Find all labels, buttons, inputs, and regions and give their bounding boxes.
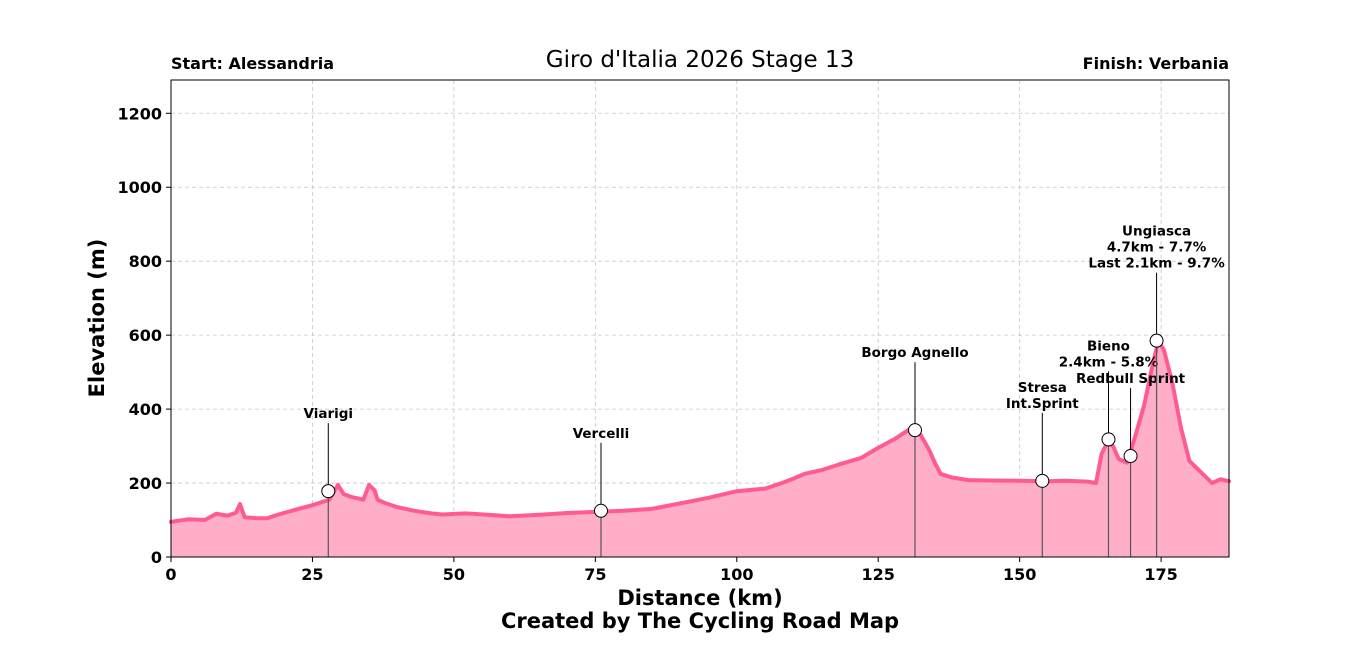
plot-frame	[170, 79, 1230, 558]
annotation-marker	[321, 484, 336, 499]
annotation-label: Stresa	[1018, 380, 1067, 396]
annotation-label: 2.4km - 5.8%	[1059, 354, 1159, 370]
annotation-marker	[593, 503, 608, 518]
profile-fill	[171, 341, 1229, 557]
x-tick-label: 150	[1003, 565, 1036, 584]
annotation-label: Int.Sprint	[1006, 396, 1079, 412]
axis-ticks: 0 25 50 75 100 125 150 175 0 200 400 600 800 1000 1200	[117, 104, 1177, 584]
annotation-marker	[1149, 333, 1164, 348]
annotation-marker	[1035, 473, 1050, 488]
annotation-label: Last 2.1km - 9.7%	[1088, 256, 1225, 272]
annotations: Viarigi Vercelli Borgo Agnello StresaInt.Sp…	[304, 224, 1225, 557]
y-tick-label: 400	[129, 400, 162, 419]
annotation-label: Ungiasca	[1122, 224, 1191, 240]
y-tick-label: 0	[151, 548, 162, 567]
x-tick-label: 125	[862, 565, 895, 584]
x-tick-label: 25	[301, 565, 323, 584]
annotation-label: Redbull Sprint	[1076, 371, 1186, 387]
annotation-label: 4.7km - 7.7%	[1107, 240, 1207, 256]
finish-label: Finish: Verbania	[1082, 54, 1229, 73]
y-tick-label: 200	[129, 474, 162, 493]
x-tick-label: 50	[443, 565, 465, 584]
annotation-label: Borgo Agnello	[861, 345, 968, 361]
y-tick-label: 800	[129, 252, 162, 271]
profile-area	[169, 339, 1231, 557]
x-tick-label: 0	[165, 565, 176, 584]
annotation-marker	[1101, 432, 1116, 447]
x-axis-label: Distance (km)	[617, 586, 783, 610]
credit-text: Created by The Cycling Road Map	[500, 609, 900, 633]
x-tick-label: 75	[584, 565, 606, 584]
start-label: Start: Alessandria	[171, 54, 335, 73]
profile-line	[169, 339, 1231, 524]
y-tick-label: 1000	[117, 178, 162, 197]
x-tick-label: 175	[1144, 565, 1177, 584]
annotation-label: Bieno	[1087, 338, 1130, 354]
y-tick-label: 1200	[117, 104, 162, 123]
x-tick-label: 100	[720, 565, 753, 584]
annotation-marker	[907, 423, 922, 438]
annotation-label: Viarigi	[304, 406, 354, 422]
annotation-label: Vercelli	[573, 426, 630, 442]
y-tick-label: 600	[129, 326, 162, 345]
chart-title: Giro d'Italia 2026 Stage 13	[545, 47, 855, 73]
annotation-marker	[1123, 449, 1138, 464]
